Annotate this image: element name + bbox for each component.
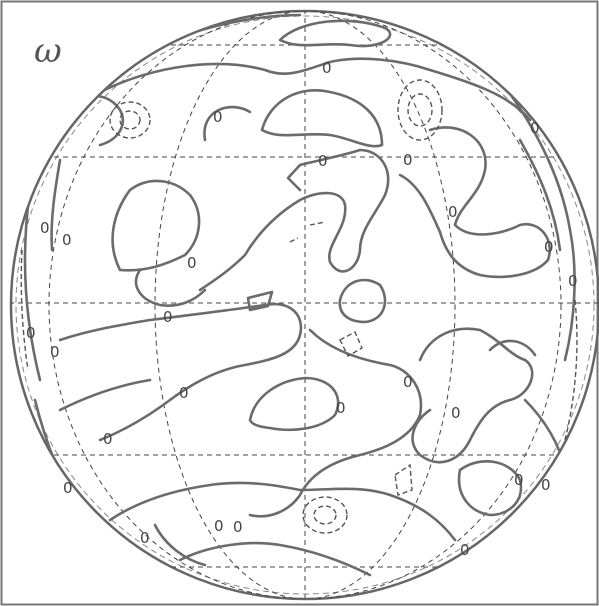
negative-contour	[339, 331, 363, 357]
contour-line	[498, 78, 576, 362]
contour-label: 0	[451, 404, 461, 422]
contour-label: 0	[544, 238, 554, 256]
contour-line	[178, 541, 372, 577]
contour-line	[428, 126, 551, 279]
contour-label: 0	[103, 430, 113, 448]
contour-label: 0	[63, 479, 73, 497]
contour-label: 0	[448, 203, 458, 221]
meridian-grid	[48, 11, 562, 599]
negative-contour	[429, 549, 511, 589]
contour-line	[111, 179, 201, 272]
contour-line	[248, 328, 423, 518]
contour-line	[398, 173, 442, 234]
contour-label: 0	[214, 517, 224, 535]
meridian-line	[48, 11, 562, 599]
contour-line	[23, 138, 42, 382]
negative-contour	[119, 110, 141, 130]
contour-line	[68, 94, 125, 147]
contour-label: 0	[318, 152, 328, 170]
positive-contours	[23, 13, 576, 599]
contour-label: 0	[187, 254, 197, 272]
negative-contour	[407, 93, 433, 127]
contour-label: 0	[568, 272, 578, 290]
contour-line	[411, 327, 534, 464]
contour-label: 0	[460, 541, 470, 559]
contour-label: 0	[336, 399, 346, 417]
panel-label: ω	[34, 31, 62, 71]
contour-line	[203, 105, 252, 142]
contour-label: 0	[233, 518, 243, 536]
contour-line	[248, 376, 340, 432]
negative-contour	[109, 101, 151, 139]
contour-line	[286, 163, 302, 192]
negative-contour	[394, 463, 413, 496]
contour-label: 0	[163, 308, 173, 326]
contour-label: 0	[530, 119, 540, 137]
contour-label: 0	[322, 59, 332, 77]
contour-line	[93, 57, 532, 122]
contour-line	[108, 481, 457, 542]
contour-label: 0	[403, 151, 413, 169]
contour-label: 0	[179, 384, 189, 402]
contour-line	[518, 138, 562, 252]
negative-contour	[20, 249, 29, 371]
contour-line	[198, 148, 390, 292]
negative-contour	[119, 574, 231, 599]
contour-line	[50, 158, 62, 252]
contour-line	[118, 558, 482, 599]
contour-line	[58, 378, 152, 412]
negative-contour	[564, 299, 578, 441]
negative-contour	[397, 79, 443, 141]
contour-label: 0	[403, 373, 413, 391]
contour-label: 0	[140, 529, 150, 547]
contour-line	[278, 19, 392, 48]
contour-line	[488, 339, 537, 357]
negative-contour	[289, 237, 299, 243]
contour-line	[260, 89, 384, 148]
negative-contour	[302, 496, 348, 534]
meridian-line	[154, 11, 456, 599]
contour-label: 0	[62, 231, 72, 249]
contour-line	[153, 523, 207, 567]
contour-line	[338, 278, 387, 324]
contour-labels: 0 0 0 0 0 0 0 0 0 0 0 0 0 0 0 0 0 0 0 0 …	[26, 59, 578, 559]
contour-label: 0	[514, 471, 524, 489]
negative-contour	[309, 221, 326, 226]
contour-label: 0	[50, 343, 60, 361]
negative-contour	[313, 505, 337, 525]
contour-label: 0	[40, 219, 50, 237]
contour-line	[523, 398, 567, 472]
contour-line	[457, 460, 523, 517]
contour-label: 0	[541, 476, 551, 494]
contour-line	[58, 302, 303, 442]
contour-line	[134, 268, 207, 307]
contour-label: 0	[26, 324, 36, 342]
contour-label: 0	[213, 108, 223, 126]
